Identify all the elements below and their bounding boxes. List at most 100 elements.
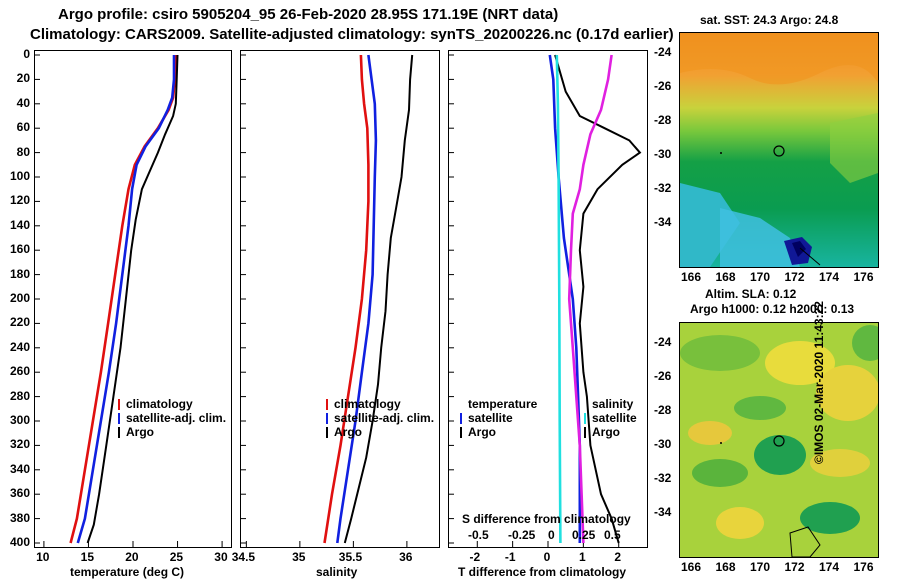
sst-map [679,32,879,268]
climatology-title: Climatology: CARS2009. Satellite-adjuste… [30,26,674,43]
x-tick-label: 35 [292,550,306,564]
sla-map-image [680,323,878,557]
legend-argo: Argo [118,425,226,439]
map-lat-tick: -30 [654,147,672,161]
salinity-plot [241,54,414,547]
temp-diff-legend: temperature satellite Argo [460,397,538,439]
x-tick-label: 36 [399,550,413,564]
depth-tick: 280 [9,388,30,403]
depth-tick: 400 [9,535,30,549]
s-difference-label: S difference from climatology [462,512,631,526]
sal-diff-legend: salinity satellite Argo [584,397,637,439]
depth-tick: 20 [16,71,30,86]
x-tick-label: -2 [469,550,481,564]
s-diff-tick-label: -0.25 [508,528,536,542]
temperature-legend: climatology satellite-adj. clim. Argo [118,397,226,439]
map-lat-tick: -24 [654,45,672,59]
temperature-xlabel: temperature (deg C) [70,565,185,579]
map-lat-tick: -34 [654,505,672,519]
map-lat-tick: -26 [654,369,672,383]
map-lon-tick: 168 [715,560,736,574]
depth-tick: 260 [9,364,30,379]
legend-argo: Argo [326,425,434,439]
x-tick-label: 1 [578,550,586,564]
depth-tick: 200 [9,291,30,305]
depth-tick: 80 [16,144,30,159]
series-s-argo [567,54,613,544]
map-lon-tick: 168 [715,270,736,284]
sst-map-image [680,33,878,267]
difference-plot [449,54,642,547]
s-diff-tick-label: 0.25 [572,528,596,542]
legend-sat: satellite [584,411,637,425]
legend-argo-swatch [584,427,586,439]
depth-tick: 360 [9,486,30,501]
s-diff-tick-label: 0 [548,528,555,542]
legend-sat-swatch [326,413,328,425]
series-argo [86,54,179,544]
salinity-xlabel: salinity [316,565,358,579]
map-lat-tick: -32 [654,471,672,485]
legend-argo: Argo [584,425,637,439]
series-s-satellite [555,54,562,544]
map-lon-tick: 174 [819,270,840,284]
legend-title: salinity [592,397,634,411]
depth-tick: 40 [16,95,30,110]
depth-tick: 380 [9,510,30,525]
legend-sat: satellite-adj. clim. [118,411,226,425]
salinity-panel [240,50,440,548]
map-lat-tick: -30 [654,437,672,451]
series-climatology [323,54,370,544]
legend-clim: climatology [118,397,226,411]
sla-map-subtitle: Argo h1000: 0.12 h2000: 0.13 [690,302,855,316]
depth-tick: 100 [9,169,30,183]
depth-tick: 320 [9,437,30,452]
legend-argo: Argo [460,425,537,439]
x-tick-label: -1 [504,550,516,564]
legend-sat: satellite-adj. clim. [326,411,434,425]
temperature-panel [34,50,232,548]
x-tick-label: 35.5 [338,550,363,564]
map-lon-tick: 176 [853,560,874,574]
map-lon-tick: 174 [819,560,840,574]
legend-sat: satellite [460,411,537,425]
series-argo [343,54,414,544]
map-lat-tick: -28 [654,113,672,127]
profile-title: Argo profile: csiro 5905204_95 26-Feb-20… [58,6,559,23]
map-lon-tick: 172 [784,560,805,574]
depth-tick: 0 [23,47,30,61]
legend-sat-swatch [584,413,586,425]
x-tick-label: 0 [543,550,551,564]
legend-sat-swatch [118,413,120,425]
depth-tick: 220 [9,315,30,330]
legend-argo-swatch [118,427,120,439]
x-tick-label: 25 [169,550,184,564]
map-lat-tick: -28 [654,403,672,417]
depth-tick: 160 [9,242,30,257]
series-t-satellite [548,54,582,543]
map-lon-tick: 166 [681,560,702,574]
argo-position-marker [773,435,785,447]
legend-clim-swatch [326,399,328,411]
map-lon-tick: 170 [750,270,771,284]
legend-title: temperature [468,397,538,411]
legend-argo-swatch [460,427,462,439]
s-diff-tick-label: 0.5 [604,528,621,542]
series-satellite-adj-clim- [76,55,176,544]
x-tick-label: 15 [80,550,94,564]
legend-argo-swatch [326,427,328,439]
temperature-plot [35,54,223,547]
x-tick-label: 20 [125,550,139,564]
x-tick-label: 30 [214,550,228,564]
legend-clim: climatology [326,397,434,411]
series-satellite-adj-clim- [336,54,378,544]
legend-sat-swatch [460,413,462,425]
depth-tick: 340 [9,461,30,476]
salinity-legend: climatology satellite-adj. clim. Argo [326,397,434,439]
depth-tick: 240 [9,339,30,354]
map-lon-tick: 176 [853,270,874,284]
x-tick-label: 10 [36,550,50,564]
x-tick-label: 2 [614,550,621,564]
depth-tick: 180 [9,266,30,281]
map-lat-tick: -32 [654,181,672,195]
